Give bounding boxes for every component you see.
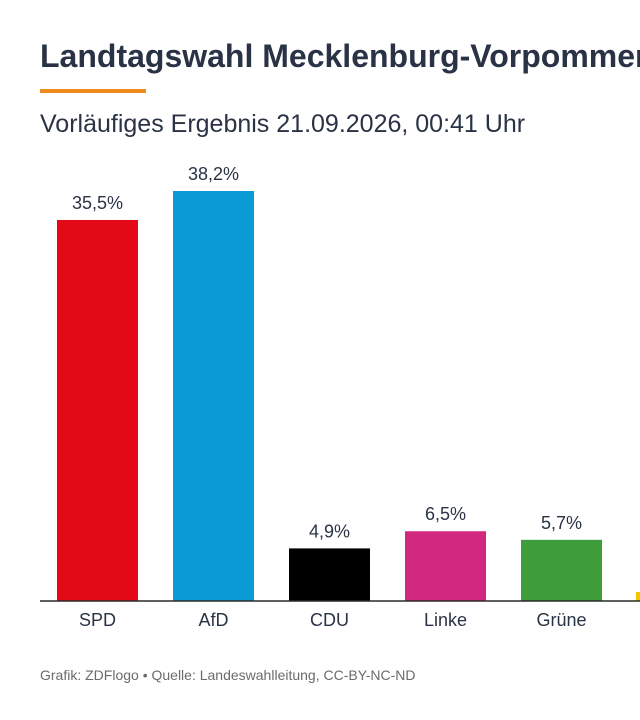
bars-group: 35,5% SPD 38,2% AfD 4,9% CDU 6,5% Linke 5,7% Grün…	[57, 164, 640, 630]
value-label: 35,5%	[72, 193, 123, 213]
category-label: Grüne	[536, 610, 586, 630]
bar-cut-off	[636, 592, 640, 601]
bar-spd	[57, 219, 138, 601]
category-label: CDU	[310, 610, 349, 630]
bar-gr-ne	[521, 539, 602, 601]
title-accent-line	[40, 89, 146, 93]
bar-linke	[405, 531, 486, 601]
value-label: 4,9%	[309, 521, 350, 541]
category-label: AfD	[198, 610, 228, 630]
chart-subtitle: Vorläufiges Ergebnis 21.09.2026, 00:41 U…	[40, 110, 526, 138]
value-label: 6,5%	[425, 504, 466, 524]
source-footer: Grafik: ZDFlogo • Quelle: Landeswahlleit…	[40, 667, 416, 683]
chart-title: Landtagswahl Mecklenburg-Vorpommern	[40, 38, 640, 74]
bar-afd	[173, 191, 254, 601]
value-label: 5,7%	[541, 513, 582, 533]
category-label: SPD	[79, 610, 116, 630]
category-label: Linke	[424, 610, 467, 630]
bar-cdu	[289, 548, 370, 601]
value-label: 38,2%	[188, 164, 239, 184]
